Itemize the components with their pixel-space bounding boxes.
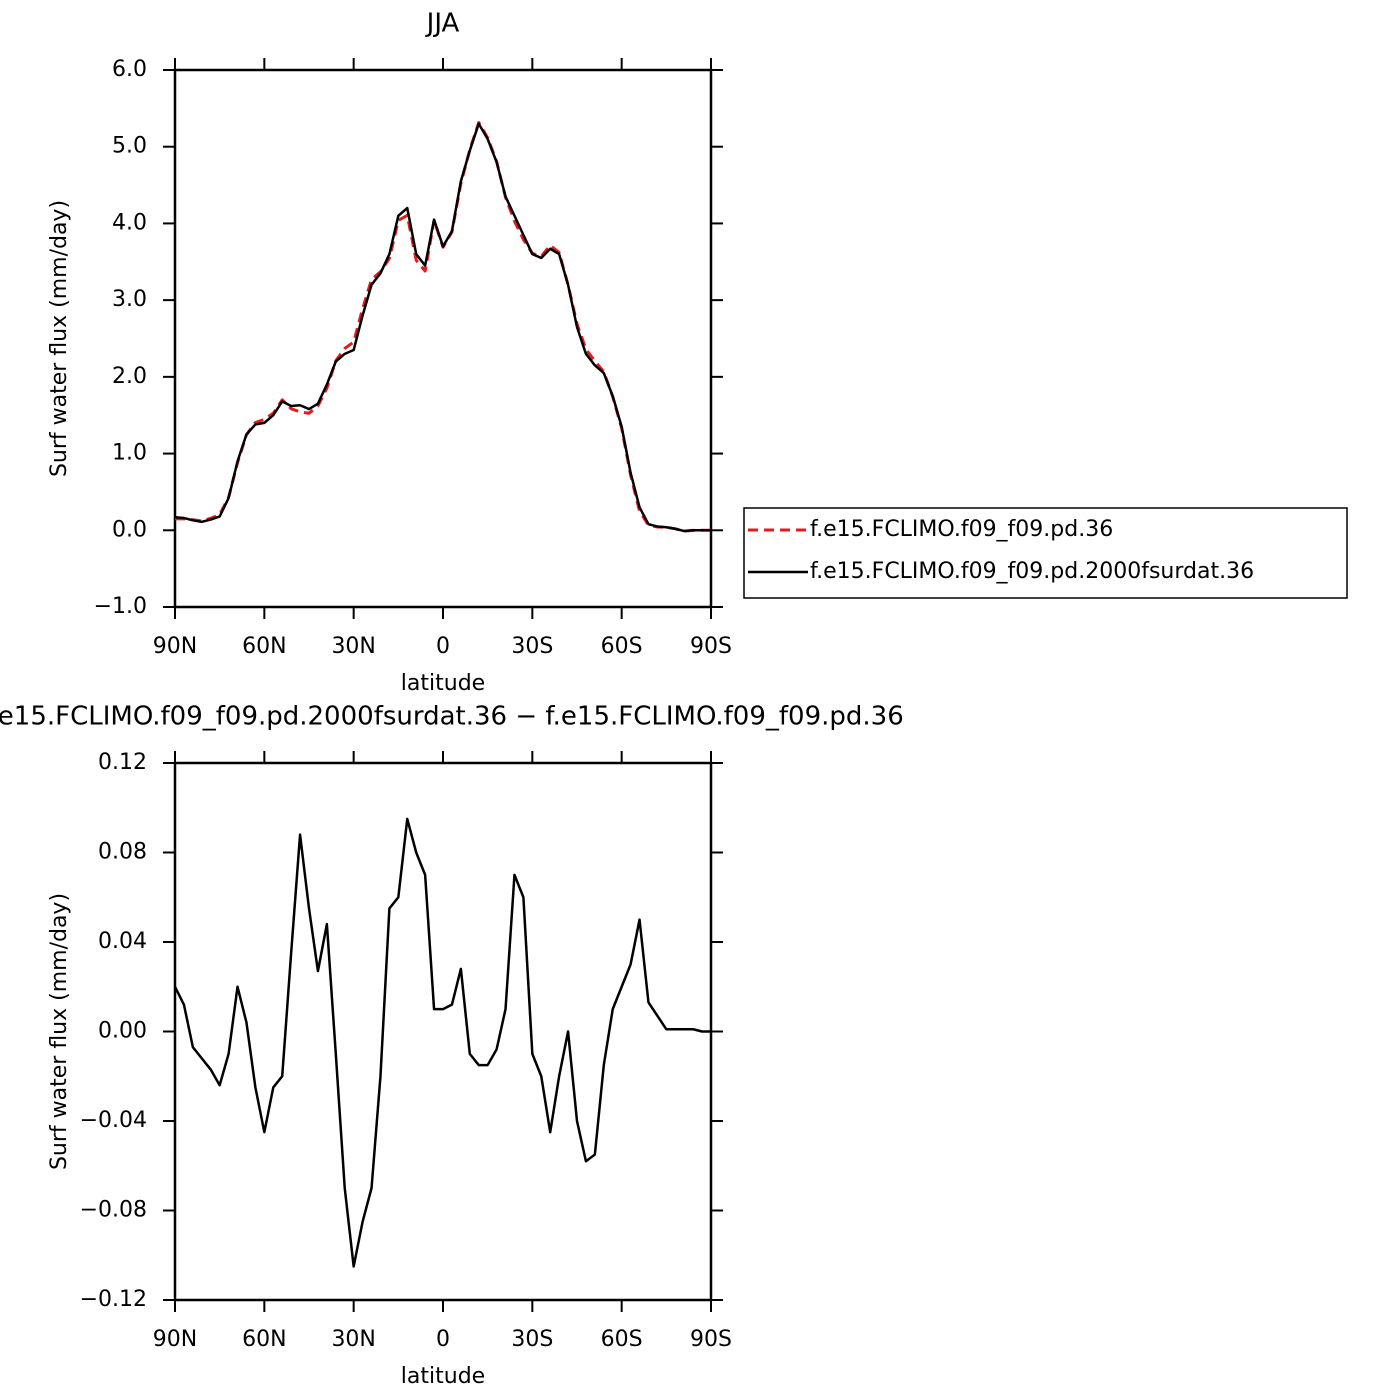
x-tick-label: 90N bbox=[153, 1327, 197, 1352]
plot-frame bbox=[173, 761, 713, 1302]
plot-frame bbox=[173, 68, 713, 609]
chart-title: JJA bbox=[425, 9, 460, 39]
y-tick-label: −0.12 bbox=[80, 1287, 147, 1312]
data-line bbox=[173, 817, 711, 1268]
x-tick-label: 60N bbox=[242, 634, 286, 659]
x-tick-label: 60S bbox=[601, 634, 643, 659]
x-axis-label: latitude bbox=[401, 1364, 485, 1389]
y-axis-label: Surf water flux (mm/day) bbox=[47, 893, 72, 1170]
legend-label: f.e15.FCLIMO.f09_f09.pd.2000fsurdat.36 bbox=[810, 559, 1254, 584]
y-tick-label: 0.0 bbox=[112, 517, 147, 542]
x-tick-label: 60S bbox=[601, 1327, 643, 1352]
y-tick-label: 0.04 bbox=[98, 929, 147, 954]
y-tick-label: 1.0 bbox=[112, 441, 147, 466]
x-tick-label: 60N bbox=[242, 1327, 286, 1352]
y-tick-label: −0.08 bbox=[80, 1198, 147, 1223]
data-line bbox=[174, 122, 711, 533]
x-tick-label: 90S bbox=[690, 634, 732, 659]
x-tick-label: 0 bbox=[436, 1327, 450, 1352]
x-tick-label: 90N bbox=[153, 634, 197, 659]
y-tick-label: 2.0 bbox=[112, 364, 147, 389]
x-tick-label: 30N bbox=[331, 634, 375, 659]
chart-title: f.e15.FCLIMO.f09_f09.pd.2000fsurdat.36 −… bbox=[0, 702, 904, 732]
y-tick-label: 3.0 bbox=[112, 287, 147, 312]
x-axis-label: latitude bbox=[401, 671, 485, 696]
y-tick-label: 4.0 bbox=[112, 210, 147, 235]
y-tick-label: 0.12 bbox=[98, 750, 147, 775]
y-tick-label: 6.0 bbox=[112, 57, 147, 82]
x-tick-label: 30S bbox=[511, 634, 553, 659]
y-tick-label: 0.00 bbox=[98, 1019, 147, 1044]
legend-box bbox=[743, 507, 1348, 599]
x-tick-label: 0 bbox=[436, 634, 450, 659]
legend-label: f.e15.FCLIMO.f09_f09.pd.36 bbox=[810, 517, 1113, 542]
y-tick-label: −1.0 bbox=[94, 594, 147, 619]
x-tick-label: 30S bbox=[511, 1327, 553, 1352]
y-tick-label: 0.08 bbox=[98, 840, 147, 865]
x-tick-label: 90S bbox=[690, 1327, 732, 1352]
y-axis-label: Surf water flux (mm/day) bbox=[47, 200, 72, 477]
y-tick-label: 5.0 bbox=[112, 134, 147, 159]
y-tick-label: −0.04 bbox=[80, 1108, 147, 1133]
x-tick-label: 30N bbox=[331, 1327, 375, 1352]
